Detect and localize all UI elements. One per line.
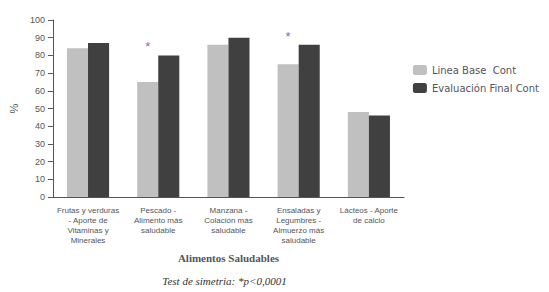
svg-text:100: 100 — [30, 15, 45, 25]
svg-text:60: 60 — [35, 86, 45, 96]
svg-text:20: 20 — [35, 157, 45, 167]
svg-text:Minerales: Minerales — [71, 236, 106, 245]
svg-text:Alimentos Saludables: Alimentos Saludables — [178, 252, 280, 264]
svg-text:%: % — [8, 103, 20, 113]
svg-text:*: * — [286, 29, 291, 44]
svg-text:Test de simetria: *p<0,0001: Test de simetria: *p<0,0001 — [162, 275, 286, 287]
svg-text:30: 30 — [35, 139, 45, 149]
svg-text:Almuerzo más: Almuerzo más — [273, 226, 324, 235]
svg-text:70: 70 — [35, 68, 45, 78]
svg-text:saludable: saludable — [141, 226, 176, 235]
svg-text:Alimento más: Alimento más — [134, 216, 182, 225]
svg-text:saludable: saludable — [282, 236, 317, 245]
svg-text:Legumbres -: Legumbres - — [276, 216, 321, 225]
svg-text:Ensaladas y: Ensaladas y — [277, 206, 321, 215]
svg-text:Linea Base Cont: Linea Base Cont — [432, 65, 516, 76]
svg-text:Manzana -: Manzana - — [210, 206, 248, 215]
svg-text:40: 40 — [35, 121, 45, 131]
svg-text:Frutas y verduras: Frutas y verduras — [57, 206, 119, 215]
svg-text:de calcio: de calcio — [353, 216, 385, 225]
svg-text:80: 80 — [35, 50, 45, 60]
svg-text:*: * — [145, 39, 150, 54]
svg-text:0: 0 — [40, 192, 45, 202]
svg-text:90: 90 — [35, 33, 45, 43]
svg-text:saludable: saludable — [211, 226, 246, 235]
svg-text:Vitaminas y: Vitaminas y — [67, 226, 108, 235]
svg-text:10: 10 — [35, 174, 45, 184]
svg-text:Pescado -: Pescado - — [140, 206, 176, 215]
svg-text:- Aporte de: - Aporte de — [68, 216, 108, 225]
svg-text:Evaluación Final Cont: Evaluación Final Cont — [432, 83, 539, 94]
svg-text:Lácteos - Aporte: Lácteos - Aporte — [340, 206, 399, 215]
svg-text:Colación más: Colación más — [204, 216, 252, 225]
svg-text:50: 50 — [35, 104, 45, 114]
